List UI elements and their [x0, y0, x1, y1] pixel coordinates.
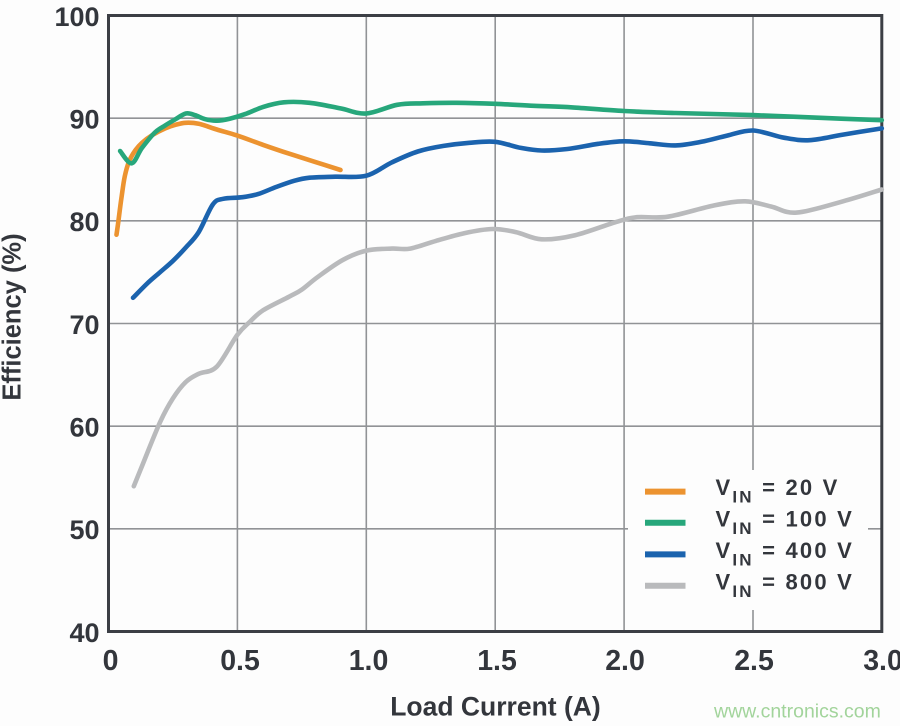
svg-text:2.0: 2.0 — [605, 645, 645, 677]
svg-text:1.5: 1.5 — [477, 645, 517, 677]
svg-text:70: 70 — [69, 310, 99, 340]
svg-text:90: 90 — [69, 105, 99, 135]
svg-text:3.0: 3.0 — [863, 645, 900, 677]
svg-text:0.5: 0.5 — [220, 645, 260, 677]
svg-text:www.cntronics.com: www.cntronics.com — [713, 701, 881, 723]
svg-text:0: 0 — [103, 645, 119, 677]
svg-text:50: 50 — [69, 515, 99, 545]
svg-text:60: 60 — [69, 413, 99, 443]
svg-text:100: 100 — [54, 2, 99, 32]
svg-text:80: 80 — [69, 207, 99, 237]
svg-text:40: 40 — [69, 618, 99, 648]
svg-text:1.0: 1.0 — [349, 645, 389, 677]
svg-text:Efficiency (%): Efficiency (%) — [0, 233, 27, 400]
svg-text:2.5: 2.5 — [734, 645, 774, 677]
svg-text:Load Current (A): Load Current (A) — [390, 692, 601, 722]
